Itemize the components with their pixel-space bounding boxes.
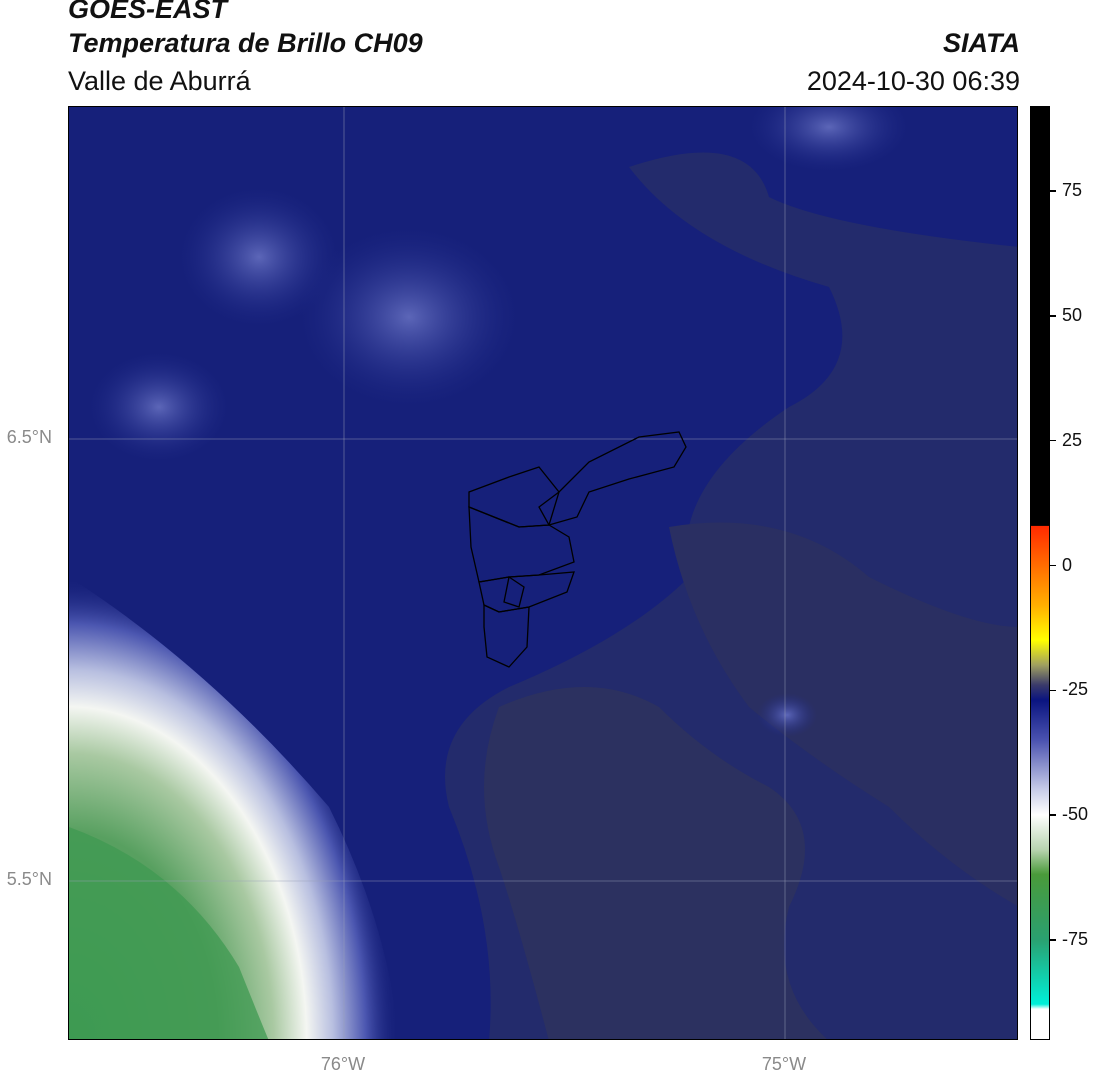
region-subtitle: Valle de Aburrá: [68, 66, 251, 96]
colorbar-tick-label: 25: [1062, 429, 1083, 450]
colorbar-tick-label: -50: [1062, 804, 1089, 825]
satellite-map[interactable]: [68, 106, 1018, 1040]
colorbar-tick: [1050, 939, 1056, 941]
datetime-label: 2024-10-30 06:39: [806, 66, 1020, 96]
colorbar-tick: [1050, 439, 1056, 442]
cloud-blob-4: [749, 107, 909, 172]
satellite-title: GOES-EAST: [68, 0, 228, 24]
temperature-colorbar: [1030, 106, 1050, 1040]
cloud-blob-2: [89, 352, 229, 462]
lat-tick-label: 6.5°N: [6, 427, 52, 447]
lon-tick-label: 76°W: [320, 1054, 366, 1074]
green-core: [69, 827, 269, 1039]
colorbar-tick: [1050, 190, 1056, 192]
colorbar-tick-label: 50: [1062, 304, 1083, 325]
product-title: Temperatura de Brillo CH09: [68, 28, 423, 58]
lat-tick-label: 5.5°N: [6, 869, 52, 889]
cloud-blob-5: [757, 693, 817, 737]
boundary-center: [468, 506, 575, 583]
cloud-blob-1: [299, 227, 519, 407]
colorbar-tick: [1050, 315, 1056, 317]
colorbar-tick-label: 75: [1062, 179, 1083, 200]
boundary-inner: [503, 575, 525, 608]
valle-de-aburra-boundaries: [468, 431, 687, 668]
colorbar-tick: [1050, 564, 1056, 567]
colorbar-tick: [1050, 814, 1056, 816]
cloud-blob-3: [179, 187, 339, 327]
brand-label: SIATA: [943, 28, 1020, 58]
colorbar-tick-label: -75: [1062, 929, 1089, 950]
boundary-north: [538, 431, 687, 526]
colorbar-tick: [1050, 689, 1056, 692]
gray-region-east: [669, 522, 1017, 906]
colorbar-tick-label: -25: [1062, 679, 1089, 700]
colorbar-tick-label: 0: [1062, 554, 1073, 575]
lon-tick-label: 75°W: [761, 1054, 807, 1074]
boundary-south-2: [483, 603, 530, 668]
gray-region-south: [484, 687, 827, 1039]
